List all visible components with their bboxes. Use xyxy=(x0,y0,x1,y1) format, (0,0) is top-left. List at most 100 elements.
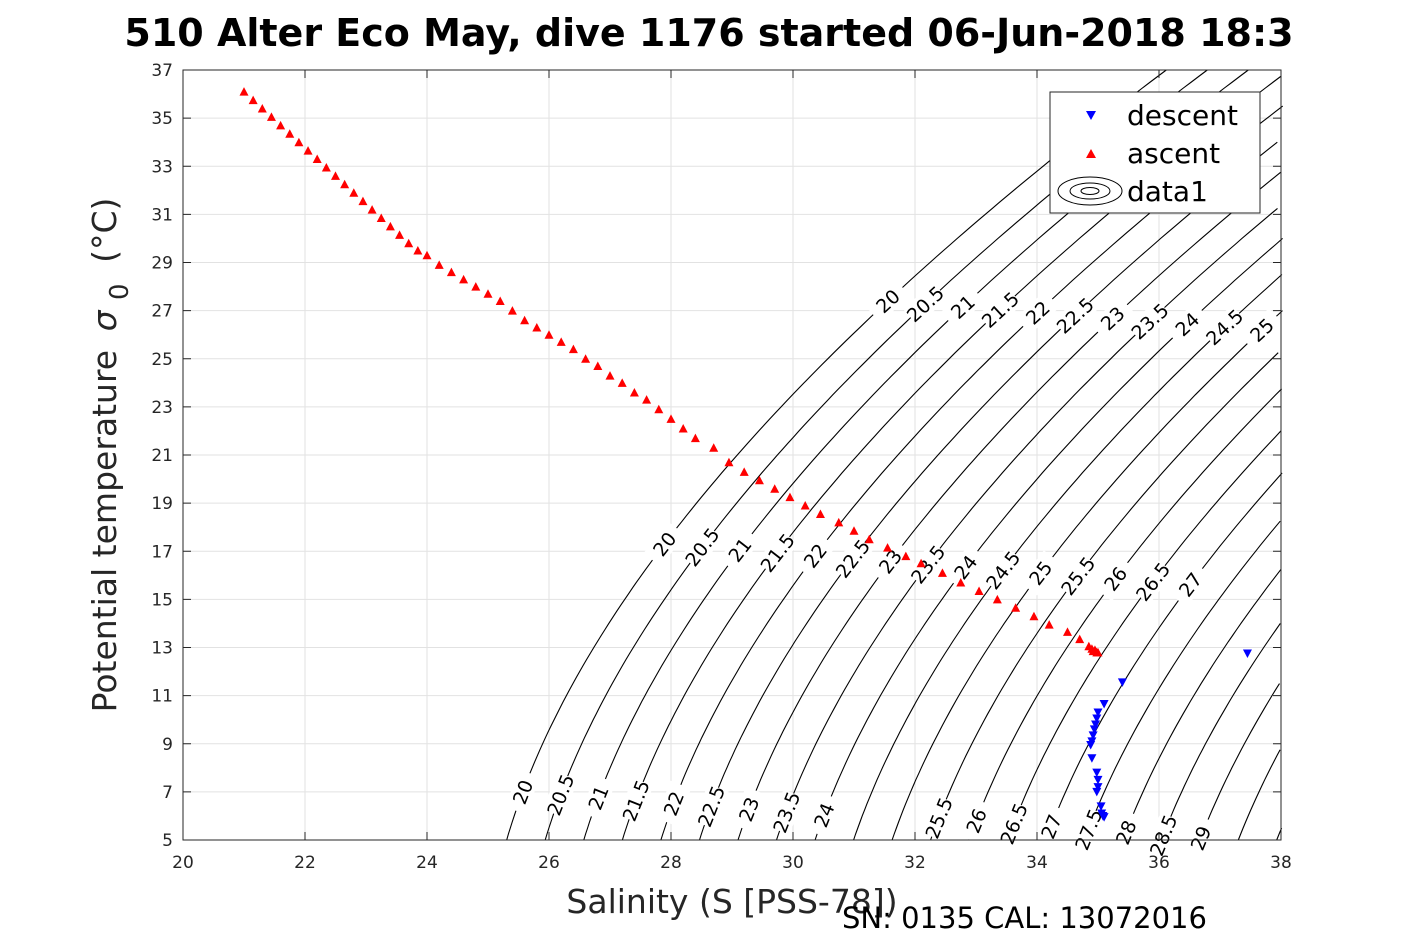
ascent-point xyxy=(1011,603,1021,612)
contour-label-bg xyxy=(1182,815,1219,861)
ascent-point xyxy=(690,433,700,443)
ascent-point xyxy=(358,196,368,206)
descent-point xyxy=(1089,725,1099,734)
descent-point xyxy=(1099,700,1109,709)
legend-descent-marker xyxy=(1086,111,1096,120)
legend-data1-label: data1 xyxy=(1127,175,1208,208)
contour-label-bg xyxy=(768,789,804,835)
contour-label-bg xyxy=(643,521,686,567)
descent-point xyxy=(1096,802,1106,811)
contour-label-bg xyxy=(1165,302,1210,346)
y-tick-label: 37 xyxy=(151,61,173,81)
ascent-point xyxy=(434,260,444,269)
x-tick-label: 26 xyxy=(538,853,560,873)
descent-point xyxy=(1093,708,1103,717)
ascent-point xyxy=(1093,647,1103,657)
isopycnal-line xyxy=(544,69,1208,841)
ascent-point xyxy=(303,146,313,155)
contour-label-bg xyxy=(944,544,987,590)
contour-label-bg xyxy=(580,774,616,821)
x-tick-label: 20 xyxy=(172,853,194,873)
descent-point xyxy=(1088,731,1098,740)
isopycnal-line xyxy=(506,69,1167,841)
x-axis-ticks: 20 22 24 26 28 30 32 34 36 38 xyxy=(172,70,1292,873)
contour-label-bg xyxy=(1015,290,1060,335)
descent-point xyxy=(1092,787,1102,797)
ascent-point xyxy=(815,509,825,518)
isopycnal-line xyxy=(1007,430,1282,841)
contour-label-bg xyxy=(982,547,1024,593)
ascent-point xyxy=(413,245,423,255)
x-tick-label: 28 xyxy=(660,853,682,873)
ascent-point xyxy=(709,443,719,452)
y-axis-label-subscript: 0 xyxy=(105,283,135,300)
y-tick-label: 35 xyxy=(151,109,173,129)
x-tick-label: 24 xyxy=(416,853,438,873)
descent-point xyxy=(1086,740,1096,750)
y-tick-label: 21 xyxy=(151,446,173,466)
ascent-point xyxy=(349,188,359,197)
legend-box xyxy=(1049,91,1261,214)
ascent-point xyxy=(285,129,295,138)
ascent-point xyxy=(849,526,859,535)
descent-point xyxy=(1091,720,1101,729)
legend: descent ascent data1 xyxy=(1049,91,1261,214)
contour-label-bg xyxy=(1070,806,1107,853)
contour-label-bg xyxy=(1202,305,1247,349)
ascent-point xyxy=(422,250,432,260)
ascent-point xyxy=(834,517,844,527)
contour-label-bg xyxy=(1057,553,1099,599)
chart-title: 510 Alter Eco May, dive 1176 started 06-… xyxy=(124,11,1293,55)
isopycnal-line xyxy=(1122,568,1282,841)
contour-label-bg xyxy=(1239,308,1284,352)
contour-label-bg xyxy=(693,783,729,829)
ascent-point xyxy=(617,378,627,387)
ascent-point xyxy=(239,87,249,96)
isopycnal-line xyxy=(1160,623,1281,841)
contour-label-bg xyxy=(865,279,910,323)
contour-label-bg xyxy=(869,538,912,584)
ascent-point xyxy=(654,404,664,414)
y-tick-label: 31 xyxy=(151,205,173,225)
ascent-point xyxy=(544,330,554,339)
contour-label-bg xyxy=(1094,556,1137,602)
ascent-point xyxy=(992,594,1002,604)
ascent-point xyxy=(916,558,926,568)
contour-label-bg xyxy=(542,772,578,818)
contour-label-bg xyxy=(618,777,654,824)
ascent-point xyxy=(266,112,276,121)
y-axis-ticks: 5 7 9 11 13 15 17 19 21 23 25 27 29 31 33 35 37 xyxy=(151,61,1281,851)
ascent-point xyxy=(507,306,517,315)
ascent-point xyxy=(754,475,764,485)
contour-label-bg xyxy=(920,795,957,841)
x-tick-label: 36 xyxy=(1148,853,1170,873)
descent-point xyxy=(1093,775,1103,785)
ascent-point xyxy=(568,344,578,354)
ascent-point xyxy=(974,586,984,595)
ascent-point xyxy=(901,551,911,561)
ascent-point xyxy=(520,315,530,325)
descent-point xyxy=(1092,768,1102,778)
y-tick-label: 7 xyxy=(162,783,173,803)
ascent-point xyxy=(581,354,591,363)
contour-label-bg xyxy=(794,533,836,579)
ascent-point xyxy=(1029,611,1039,621)
contour-label-bg xyxy=(1169,561,1212,608)
ascent-point xyxy=(956,578,966,587)
contour-label-bg xyxy=(1019,550,1062,596)
ascent-point xyxy=(495,296,505,305)
descent-point xyxy=(1087,754,1097,763)
ascent-point xyxy=(785,492,795,502)
ascent-point xyxy=(340,179,350,189)
descent-point xyxy=(1117,678,1127,687)
x-tick-label: 30 xyxy=(782,853,804,873)
contour-label-bg xyxy=(978,288,1023,332)
x-tick-label: 38 xyxy=(1270,853,1292,873)
y-tick-label: 17 xyxy=(151,542,173,562)
ascent-point xyxy=(459,274,469,284)
isopycnal-line xyxy=(660,105,1284,841)
legend-descent-label: descent xyxy=(1127,99,1238,132)
ascent-point xyxy=(724,457,734,467)
